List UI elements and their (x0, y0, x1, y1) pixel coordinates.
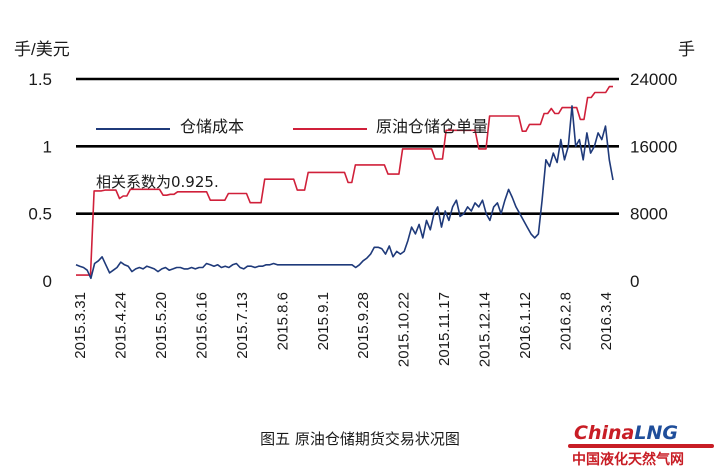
x-tick-label: 2015.4.24 (112, 292, 129, 359)
y-right-axis-label: 手 (678, 40, 695, 59)
y-left-tick-label: 0 (43, 272, 52, 291)
series-line-cost (75, 105, 614, 280)
y-left-tick-label: 1 (43, 137, 52, 156)
x-tick-label: 2015.11.17 (436, 292, 453, 366)
gridlines (76, 77, 619, 215)
series-layer (75, 85, 614, 280)
x-tick-label: 2015.12.14 (477, 292, 494, 367)
x-tick-label: 2015.7.13 (234, 292, 251, 359)
x-tick-label: 2015.9.28 (355, 292, 372, 359)
x-tick-label: 2015.6.16 (193, 292, 210, 359)
legend: 仓储成本 原油仓储仓单量 (96, 117, 488, 136)
figure-caption: 图五 原油仓储期货交易状况图 (260, 430, 460, 448)
crude-storage-chart: 1.5 1 0.5 0 24000 16000 8000 0 手/美元 手 2015.3.3… (14, 40, 695, 367)
y-left-tick-label: 0.5 (28, 205, 52, 224)
left-axis-ticks: 1.5 1 0.5 0 (28, 70, 52, 291)
x-tick-label: 2015.8.6 (274, 292, 291, 350)
chinalng-logo: ChinaLNG 中国液化天然气网 (566, 420, 716, 468)
x-axis-ticks: 2015.3.31 2015.4.24 2015.5.20 2015.6.16 2015… (72, 292, 615, 367)
logo-wordmark-part2: LNG (634, 422, 678, 444)
legend-label-volume: 原油仓储仓单量 (376, 117, 488, 136)
x-tick-label: 2016.2.8 (558, 292, 575, 350)
y-left-axis-label: 手/美元 (14, 40, 70, 59)
logo-wordmark-part1: China (574, 422, 635, 444)
y-right-tick-label: 16000 (630, 137, 677, 156)
series-line-volume (76, 85, 613, 276)
x-tick-label: 2015.5.20 (153, 292, 170, 359)
y-left-tick-label: 1.5 (28, 70, 52, 89)
y-right-tick-label: 8000 (630, 205, 668, 224)
y-right-tick-label: 0 (630, 272, 639, 291)
x-tick-label: 2015.10.22 (396, 292, 413, 367)
logo-swoosh (568, 444, 714, 448)
logo-wordmark: ChinaLNG (574, 422, 678, 444)
x-tick-label: 2015.9.1 (315, 292, 332, 350)
right-axis-ticks: 24000 16000 8000 0 (630, 70, 677, 291)
y-right-tick-label: 24000 (630, 70, 677, 89)
correlation-note: 相关系数为0.925. (96, 173, 219, 191)
x-tick-label: 2016.1.12 (517, 292, 534, 359)
legend-label-cost: 仓储成本 (180, 117, 244, 136)
x-tick-label: 2016.3.4 (598, 292, 615, 350)
x-tick-label: 2015.3.31 (72, 292, 89, 359)
logo-subtitle: 中国液化天然气网 (572, 452, 684, 468)
